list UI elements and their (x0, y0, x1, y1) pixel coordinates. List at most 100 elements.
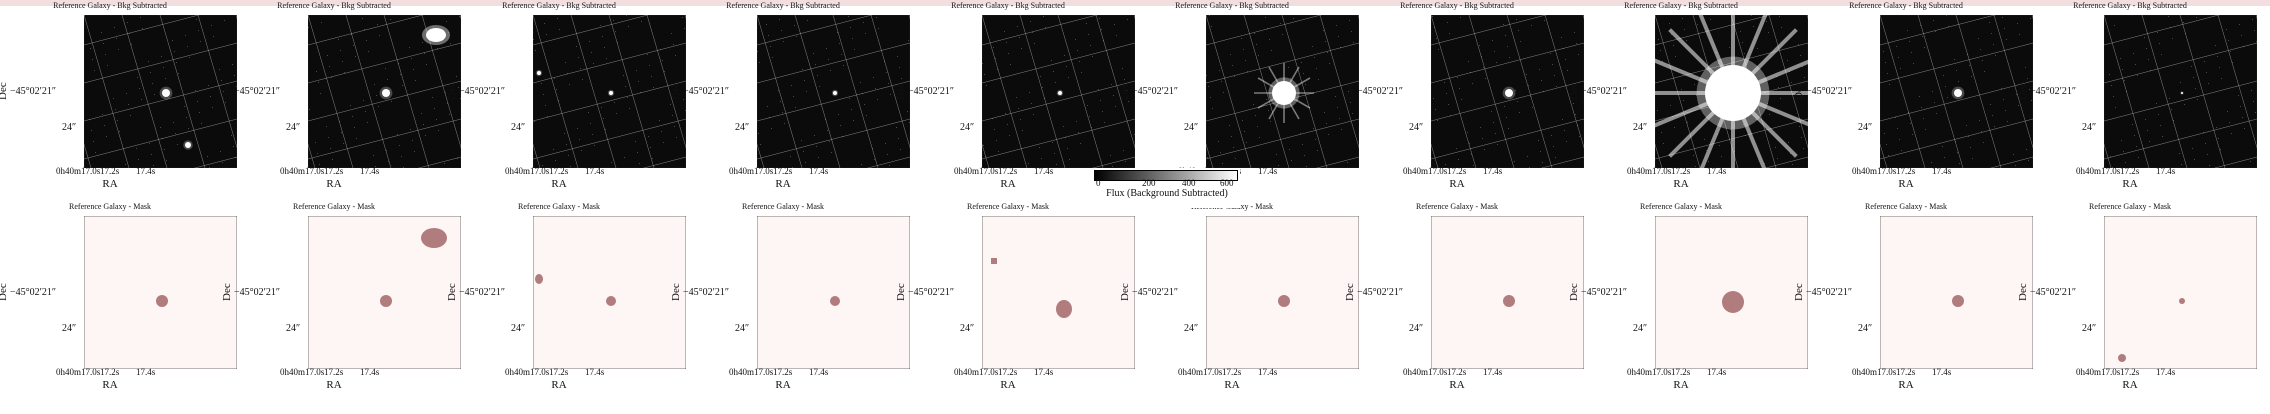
noise-texture (1883, 15, 2032, 166)
x-tick-label: 0h40m17.0s (1627, 166, 1672, 176)
bkg-subtracted-panel: Reference Galaxy - Bkg Subtracted Dec −45°… (1793, 1, 2033, 202)
mask-region (830, 296, 840, 306)
y-axis-label: Dec (1568, 82, 1580, 100)
y-tick-label: −45°02′21″ (908, 86, 954, 97)
galaxy-image (84, 15, 237, 168)
point-source (185, 142, 191, 148)
point-source (1954, 89, 1962, 97)
y-tick-label: 24″ (735, 323, 750, 334)
y-tick-label: 24″ (62, 122, 77, 133)
x-axis-label: RA (1673, 178, 1689, 190)
x-tick-label: 17.2s (2120, 367, 2140, 377)
x-tick-label: 0h40m17.0s (1403, 367, 1448, 377)
y-tick-label: −45°02′21″ (1581, 287, 1627, 298)
coordinate-grid (84, 15, 237, 168)
bkg-subtracted-panel: Reference Galaxy - Bkg Subtracted Dec −45°… (895, 2, 1135, 202)
x-tick-label: 17.4s (585, 367, 605, 377)
mask-region (156, 295, 168, 307)
image-frame (2104, 216, 2257, 369)
x-tick-label: 17.4s (360, 367, 380, 377)
x-tick-label: 0h40m17.0s (1627, 367, 1672, 377)
panel-title: Reference Galaxy - Mask (518, 202, 600, 211)
y-axis-label: Dec (446, 283, 458, 301)
x-tick-label: 17.2s (773, 166, 793, 176)
x-axis-label: RA (551, 178, 567, 190)
point-source (833, 91, 837, 95)
x-tick-label: 17.4s (1258, 367, 1278, 377)
bright-star-source (1254, 63, 1314, 123)
x-tick-label: 0h40m17.0s (2076, 367, 2121, 377)
galaxy-image (2104, 15, 2257, 168)
y-tick-label: −45°02′21″ (459, 287, 505, 298)
coordinate-grid (2104, 15, 2257, 168)
x-axis-label: RA (1000, 178, 1016, 190)
x-tick-label: 17.2s (998, 166, 1018, 176)
x-tick-label: 17.2s (1447, 166, 1467, 176)
galaxy-image (982, 15, 1135, 168)
bkg-subtracted-panel: Reference Galaxy - Bkg Subtracted Dec −45°… (446, 1, 686, 202)
x-axis-label: RA (775, 379, 791, 391)
x-tick-label: 0h40m17.0s (1178, 367, 1223, 377)
y-tick-label: −45°02′21″ (683, 287, 729, 298)
point-source (382, 89, 390, 97)
x-tick-label: 17.2s (1222, 367, 1242, 377)
y-tick-label: 24″ (1409, 122, 1424, 133)
y-tick-label: −45°02′21″ (10, 86, 56, 97)
panel-title: Reference Galaxy - Bkg Subtracted (502, 1, 616, 10)
x-tick-label: 17.2s (1896, 367, 1916, 377)
y-tick-label: 24″ (2082, 122, 2097, 133)
x-tick-label: 0h40m17.0s (1403, 166, 1448, 176)
flux-colorbar: 0 200 400 600 Flux (Background Subtracte… (1092, 168, 1240, 208)
bkg-subtracted-panel: Reference Galaxy - Bkg Subtracted Dec −45°… (670, 2, 910, 202)
bkg-subtracted-panel: Reference Galaxy - Bkg Subtracted Dec −45°… (2017, 2, 2257, 202)
bkg-subtracted-panel: Reference Galaxy - Bkg Subtracted Dec −45°… (1568, 2, 1808, 202)
y-tick-label: 24″ (960, 122, 975, 133)
galaxy-image (1880, 15, 2033, 168)
point-source (2181, 92, 2183, 94)
x-tick-label: 17.4s (1707, 166, 1727, 176)
y-axis-label: Dec (1568, 283, 1580, 301)
colorbar-gradient (1094, 170, 1238, 181)
image-frame (982, 15, 1135, 168)
mask-region (1952, 295, 1964, 307)
x-axis-label: RA (102, 178, 118, 190)
x-axis-label: RA (775, 178, 791, 190)
coordinate-grid (1431, 15, 1584, 168)
panel-title: Reference Galaxy - Mask (742, 202, 824, 211)
panel-title: Reference Galaxy - Mask (967, 202, 1049, 211)
x-tick-label: 0h40m17.0s (280, 166, 325, 176)
x-tick-label: 17.4s (1932, 166, 1952, 176)
y-axis-label: Dec (670, 283, 682, 301)
y-axis-label: Dec (895, 283, 907, 301)
y-axis-label: Dec (0, 82, 9, 100)
x-tick-label: 17.2s (549, 166, 569, 176)
image-frame (757, 216, 910, 369)
y-axis-label: Dec (2017, 283, 2029, 301)
x-tick-label: 17.2s (324, 166, 344, 176)
saturated-star-source (1655, 15, 1808, 168)
x-tick-label: 17.2s (100, 166, 120, 176)
y-tick-label: 24″ (286, 122, 301, 133)
mask-region (535, 274, 543, 284)
y-tick-label: −45°02′21″ (908, 287, 954, 298)
coordinate-grid (757, 15, 910, 168)
x-tick-label: 17.2s (1447, 367, 1467, 377)
x-tick-label: 0h40m17.0s (1852, 367, 1897, 377)
panel-title: Reference Galaxy - Bkg Subtracted (1849, 1, 1963, 10)
y-tick-label: 24″ (1409, 323, 1424, 334)
y-axis-label: Dec (1793, 283, 1805, 301)
y-axis-label: Dec (2017, 82, 2029, 100)
image-frame (533, 15, 686, 168)
mask-image (533, 216, 686, 369)
image-frame (1880, 216, 2033, 369)
colorbar-tick: 600 (1220, 178, 1234, 188)
x-axis-label: RA (1673, 379, 1689, 391)
y-tick-label: −45°02′21″ (10, 287, 56, 298)
image-frame (982, 216, 1135, 369)
mask-image (1880, 216, 2033, 369)
y-tick-label: 24″ (1633, 323, 1648, 334)
point-source (537, 71, 541, 75)
